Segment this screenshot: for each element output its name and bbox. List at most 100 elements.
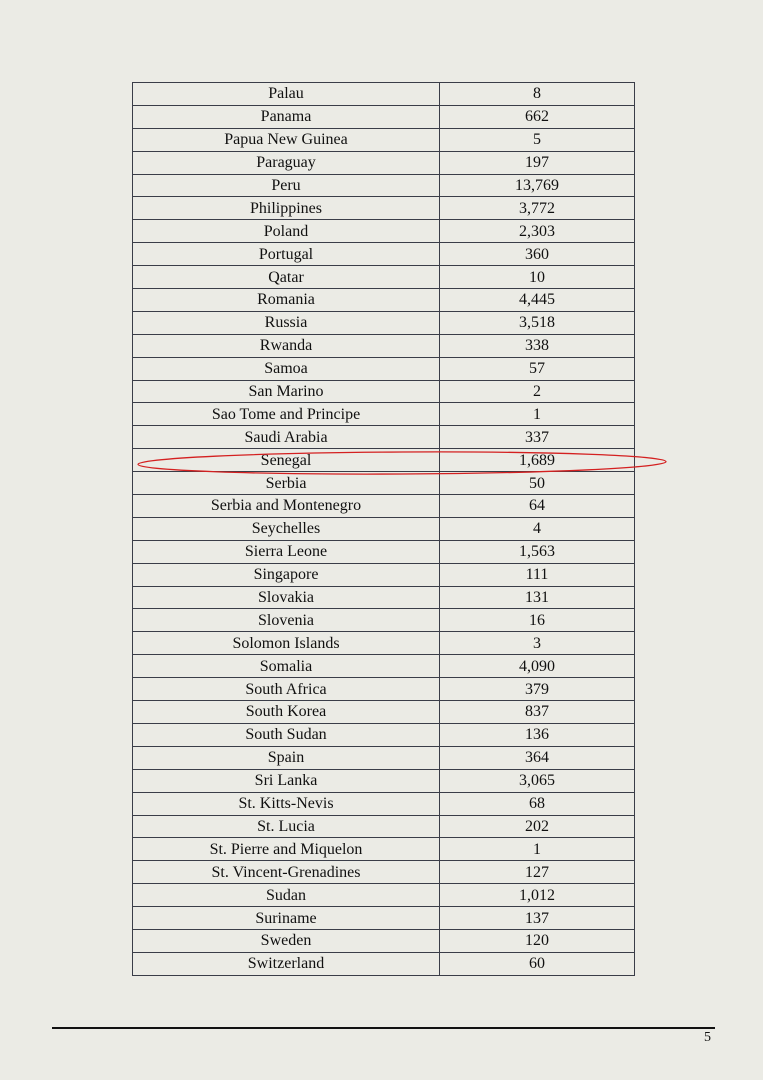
value-cell: 364 <box>439 745 635 770</box>
country-cell: Sao Tome and Principe <box>132 402 440 427</box>
country-cell: Switzerland <box>132 951 440 976</box>
table-row: St. Kitts-Nevis 68 <box>132 791 635 816</box>
table-row: Suriname 137 <box>132 906 635 930</box>
table-row: Panama 662 <box>132 104 635 129</box>
table-row: St. Vincent-Grenadines 127 <box>132 860 635 885</box>
country-cell: Suriname <box>132 906 440 930</box>
country-cell: Slovakia <box>132 585 440 610</box>
country-cell: Sri Lanka <box>132 768 440 793</box>
value-cell: 64 <box>439 494 635 518</box>
table-row: Spain 364 <box>132 745 635 770</box>
value-cell: 337 <box>439 425 635 450</box>
value-cell: 197 <box>439 150 635 175</box>
table-row: San Marino 2 <box>132 379 635 404</box>
country-cell: Senegal <box>132 448 440 473</box>
table-row-highlighted: Senegal 1,689 <box>132 448 635 473</box>
country-cell: St. Kitts-Nevis <box>132 791 440 816</box>
table-row: Solomon Islands 3 <box>132 631 635 656</box>
value-cell: 1 <box>439 837 635 862</box>
value-cell: 13,769 <box>439 173 635 198</box>
table-row: Switzerland 60 <box>132 951 635 976</box>
value-cell: 3,772 <box>439 196 635 221</box>
value-cell: 3,518 <box>439 310 635 335</box>
value-cell: 4,090 <box>439 654 635 679</box>
value-cell: 120 <box>439 928 635 953</box>
country-cell: Solomon Islands <box>132 631 440 656</box>
value-cell: 379 <box>439 677 635 702</box>
table-row: Somalia 4,090 <box>132 654 635 679</box>
value-cell: 50 <box>439 471 635 496</box>
country-cell: San Marino <box>132 379 440 404</box>
country-cell: Samoa <box>132 356 440 381</box>
value-cell: 662 <box>439 104 635 129</box>
country-cell: Portugal <box>132 242 440 267</box>
value-cell: 111 <box>439 562 635 587</box>
table-row: St. Pierre and Miquelon 1 <box>132 837 635 862</box>
country-cell: South Korea <box>132 700 440 724</box>
table-row: Poland 2,303 <box>132 219 635 244</box>
value-cell: 2 <box>439 379 635 404</box>
country-cell: Poland <box>132 219 440 244</box>
table-row: Serbia 50 <box>132 471 635 496</box>
value-cell: 202 <box>439 814 635 839</box>
value-cell: 60 <box>439 951 635 976</box>
value-cell: 2,303 <box>439 219 635 244</box>
table-row: Philippines 3,772 <box>132 196 635 221</box>
table-row: Palau 8 <box>132 82 635 106</box>
table-row: Singapore 111 <box>132 562 635 587</box>
table-row: South Sudan 136 <box>132 722 635 747</box>
value-cell: 136 <box>439 722 635 747</box>
country-cell: Romania <box>132 288 440 312</box>
table-row: Romania 4,445 <box>132 288 635 312</box>
value-cell: 68 <box>439 791 635 816</box>
value-cell: 16 <box>439 608 635 633</box>
country-cell: Slovenia <box>132 608 440 633</box>
country-cell: Qatar <box>132 265 440 290</box>
country-cell: Rwanda <box>132 333 440 358</box>
value-cell: 1 <box>439 402 635 427</box>
value-cell: 4,445 <box>439 288 635 312</box>
table-row: Saudi Arabia 337 <box>132 425 635 450</box>
country-cell: Singapore <box>132 562 440 587</box>
value-cell: 3,065 <box>439 768 635 793</box>
table-row: Rwanda 338 <box>132 333 635 358</box>
country-cell: Sierra Leone <box>132 539 440 564</box>
country-cell: Serbia and Montenegro <box>132 494 440 518</box>
table-row: Slovenia 16 <box>132 608 635 633</box>
value-cell: 4 <box>439 516 635 541</box>
country-cell: Spain <box>132 745 440 770</box>
value-cell: 5 <box>439 127 635 152</box>
value-cell: 8 <box>439 82 635 106</box>
country-cell: Seychelles <box>132 516 440 541</box>
country-cell: Panama <box>132 104 440 129</box>
value-cell: 137 <box>439 906 635 930</box>
table-row: Sierra Leone 1,563 <box>132 539 635 564</box>
country-cell: Palau <box>132 82 440 106</box>
value-cell: 837 <box>439 700 635 724</box>
table-row: Russia 3,518 <box>132 310 635 335</box>
country-cell: Papua New Guinea <box>132 127 440 152</box>
table-row: Sao Tome and Principe 1 <box>132 402 635 427</box>
country-cell: South Africa <box>132 677 440 702</box>
table-row: Sri Lanka 3,065 <box>132 768 635 793</box>
value-cell: 1,689 <box>439 448 635 473</box>
country-cell: Sweden <box>132 928 440 953</box>
country-cell: Saudi Arabia <box>132 425 440 450</box>
value-cell: 3 <box>439 631 635 656</box>
country-cell: Russia <box>132 310 440 335</box>
value-cell: 360 <box>439 242 635 267</box>
table-row: Paraguay 197 <box>132 150 635 175</box>
value-cell: 57 <box>439 356 635 381</box>
table-row: South Africa 379 <box>132 677 635 702</box>
value-cell: 1,563 <box>439 539 635 564</box>
table-row: Sweden 120 <box>132 928 635 953</box>
table-row: Portugal 360 <box>132 242 635 267</box>
value-cell: 338 <box>439 333 635 358</box>
country-cell: St. Vincent-Grenadines <box>132 860 440 885</box>
table-row: Slovakia 131 <box>132 585 635 610</box>
country-cell: Peru <box>132 173 440 198</box>
country-cell: Philippines <box>132 196 440 221</box>
table-row: South Korea 837 <box>132 700 635 724</box>
table-row: Samoa 57 <box>132 356 635 381</box>
table-row: Qatar 10 <box>132 265 635 290</box>
